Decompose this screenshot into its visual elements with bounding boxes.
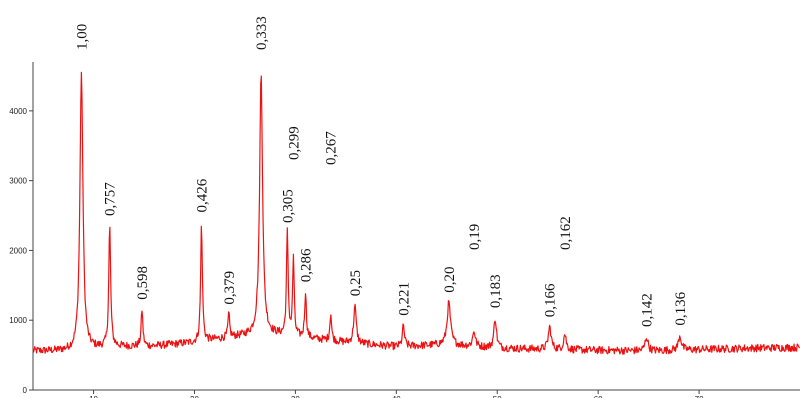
peak-label: 0,136 — [673, 291, 689, 325]
peak-label: 0,221 — [396, 282, 412, 316]
peak-label: 0,25 — [348, 270, 364, 296]
peak-label: 0,183 — [488, 274, 504, 308]
peak-label: 0,286 — [299, 248, 315, 282]
x-ticks: 10 20 30 40 50 60 70 — [89, 390, 704, 398]
y-tick-label: 1000 — [9, 316, 27, 325]
peak-label: 0,299 — [286, 126, 302, 160]
peak-label: 0,162 — [558, 216, 574, 250]
peak-label: 0,757 — [103, 182, 119, 216]
peak-label: 0,166 — [543, 283, 559, 317]
peak-label: 0,142 — [640, 293, 656, 327]
x-tick-label: 60 — [594, 395, 603, 398]
peak-labels: 1,00 0,757 0,598 0,426 0,379 0,333 0,305 0,299 0… — [74, 16, 689, 327]
peak-label: 1,00 — [74, 24, 90, 50]
diffraction-trace — [32, 71, 800, 355]
y-tick-label: 3000 — [9, 177, 27, 186]
x-tick-label: 30 — [291, 395, 300, 398]
peak-label: 0,20 — [442, 267, 458, 293]
x-tick-label: 20 — [190, 395, 199, 398]
y-ticks: 0 1000 2000 3000 4000 — [9, 107, 33, 395]
peak-label: 0,19 — [467, 224, 483, 250]
x-tick-label: 10 — [89, 395, 98, 398]
x-tick-label: 50 — [493, 395, 502, 398]
peak-label: 0,426 — [195, 178, 211, 212]
peak-label: 0,598 — [135, 266, 151, 300]
peak-label: 0,379 — [222, 271, 238, 305]
peak-label: 0,267 — [324, 131, 340, 165]
y-tick-label: 4000 — [9, 107, 27, 116]
chart-axes — [32, 62, 800, 391]
x-tick-label: 70 — [695, 395, 704, 398]
peak-label: 0,305 — [280, 189, 296, 223]
y-tick-label: 0 — [23, 386, 28, 395]
y-tick-label: 2000 — [9, 246, 27, 255]
x-tick-label: 40 — [392, 395, 401, 398]
peak-label: 0,333 — [254, 16, 270, 50]
